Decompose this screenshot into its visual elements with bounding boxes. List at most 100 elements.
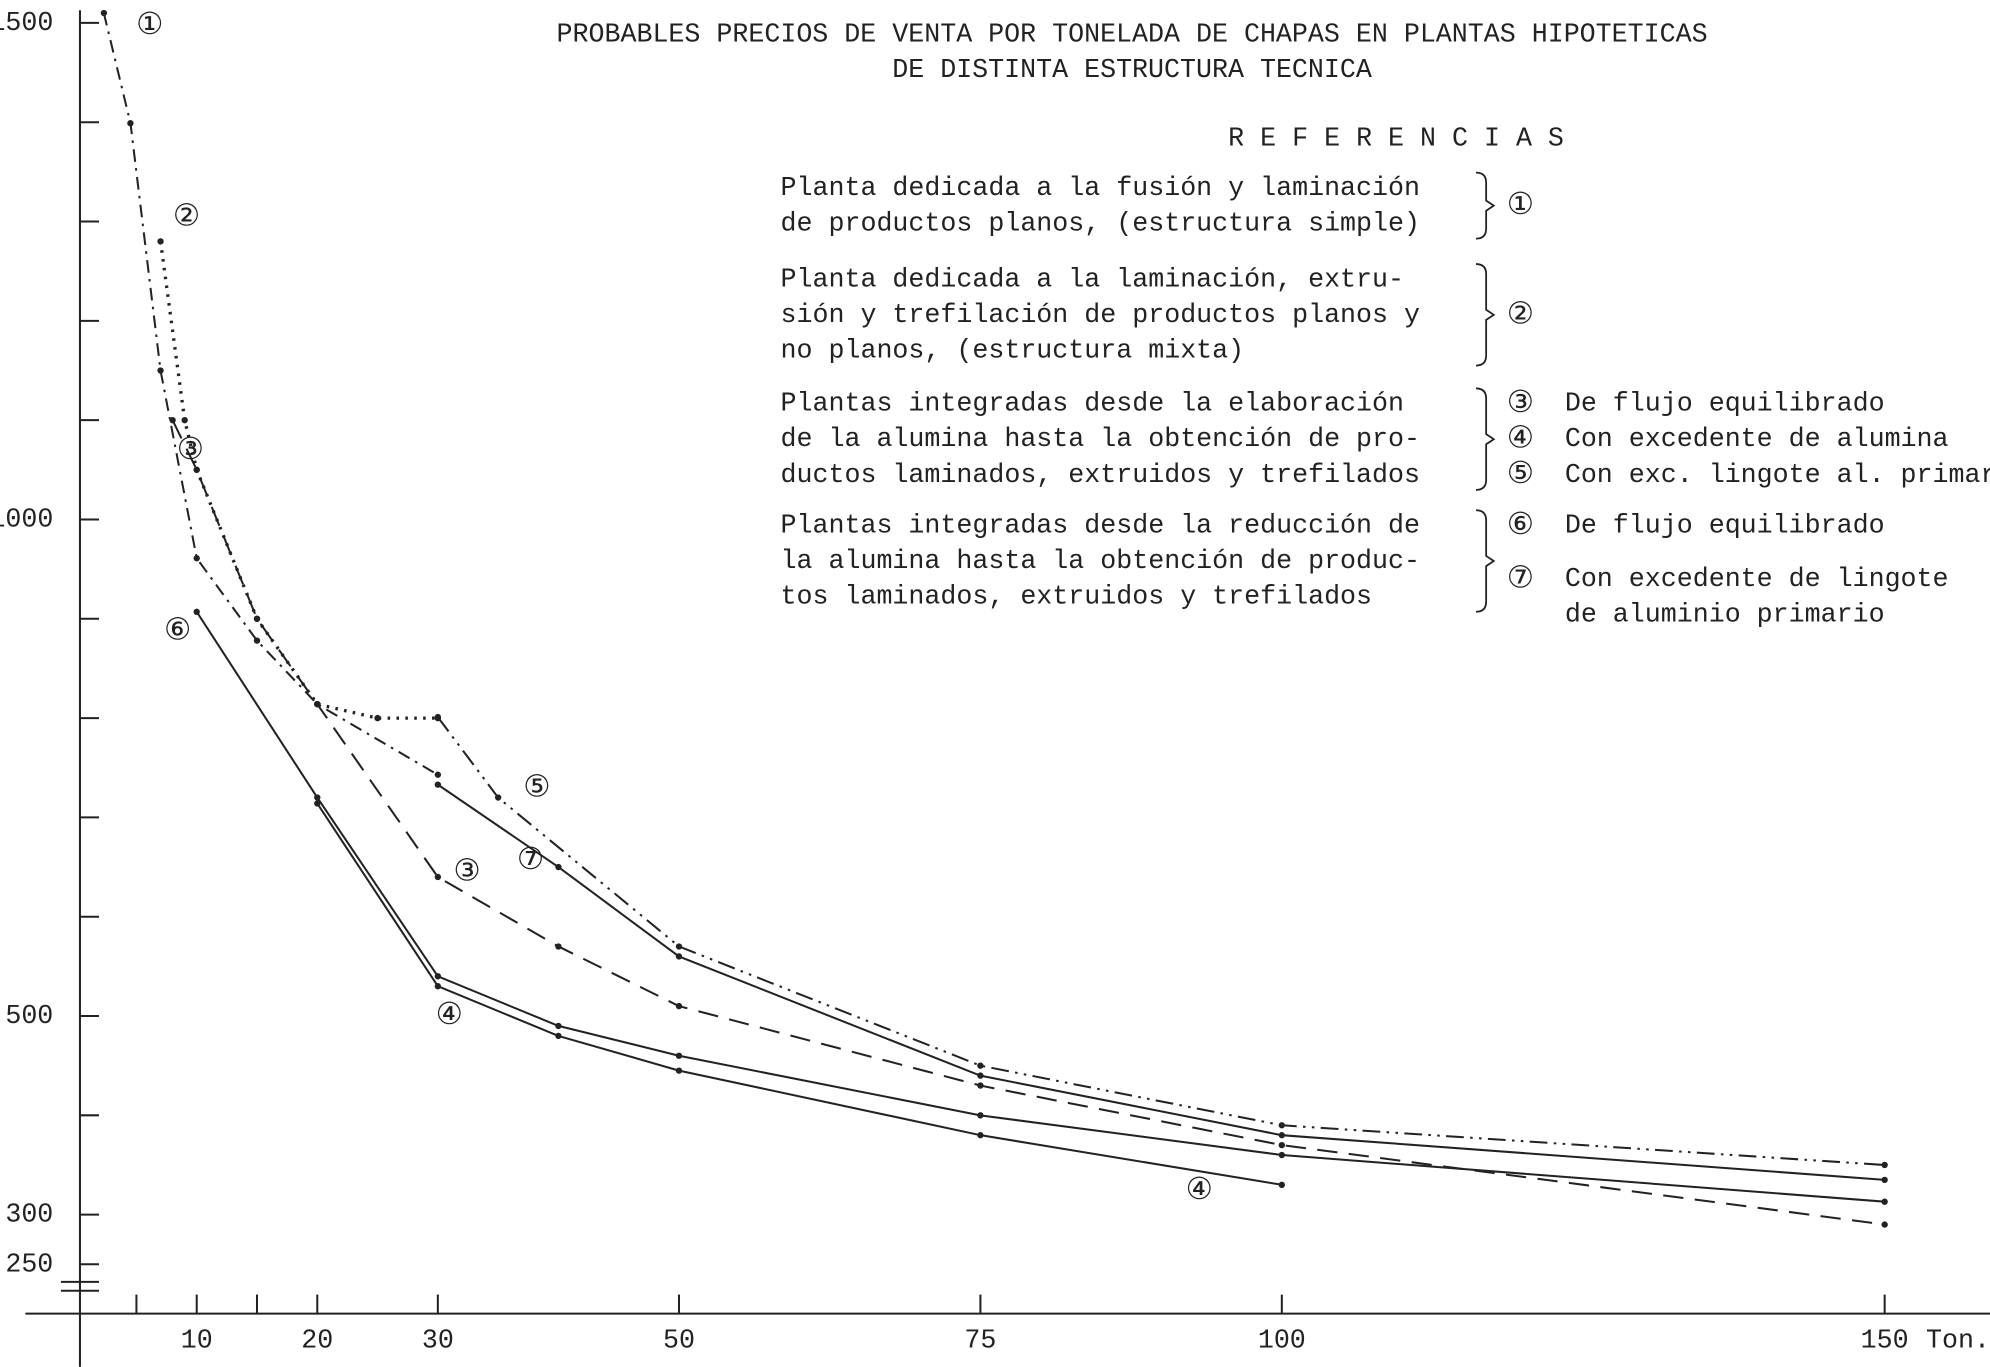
data-point [434, 873, 442, 881]
data-point [555, 1032, 562, 1040]
series-line [158, 241, 438, 720]
reference-text: no planos, (estructura mixta) [781, 336, 1245, 366]
reference-mark: ③ [1507, 385, 1534, 420]
reference-text: Plantas integradas desde la reducción de [781, 512, 1420, 542]
data-point [314, 794, 321, 801]
data-point [314, 800, 321, 807]
reference-note: Con excedente de alumina [1565, 425, 1949, 455]
data-point [181, 416, 188, 424]
reference-mark: ② [1507, 296, 1534, 331]
data-point [314, 701, 321, 708]
data-point [1278, 1132, 1285, 1139]
data-point [193, 555, 200, 562]
data-point [1881, 1176, 1888, 1184]
data-point [253, 637, 261, 644]
x-tick-label: 150 [1861, 1326, 1909, 1356]
x-tick-label: 75 [964, 1326, 996, 1356]
data-point [253, 615, 261, 622]
series-label: ② [173, 199, 200, 234]
series-label: ③ [453, 853, 480, 888]
data-point [977, 1072, 984, 1079]
data-point [157, 367, 164, 374]
reference-note: de aluminio primario [1565, 600, 1885, 630]
series-label: ③ [177, 432, 204, 467]
series-line [102, 12, 439, 776]
data-point [193, 466, 200, 473]
reference-note: De flujo equilibrado [1565, 390, 1885, 420]
data-point [157, 238, 164, 245]
data-point [1881, 1221, 1888, 1228]
series-label: ⑤ [523, 770, 550, 805]
y-tick-label: 300 [5, 1201, 53, 1231]
reference-mark: ⑥ [1507, 507, 1534, 542]
y-tick-label: 500 [5, 1002, 53, 1032]
series-label: ④ [1186, 1172, 1213, 1207]
reference-text: la alumina hasta la obtención de produc- [781, 547, 1420, 577]
chart-title: PROBABLES PRECIOS DE VENTA POR TONELADA … [557, 20, 1708, 50]
data-point [100, 9, 108, 17]
data-point [675, 1067, 683, 1074]
data-point [434, 713, 442, 721]
data-point [977, 1112, 984, 1119]
series-line [171, 419, 1885, 1226]
data-point [374, 714, 381, 722]
data-point [555, 943, 562, 950]
brace [1475, 509, 1496, 613]
data-point [977, 1082, 984, 1089]
data-point [193, 608, 200, 615]
series-label: ⑦ [517, 842, 544, 877]
reference-text: de productos planos, (estructura simple) [781, 209, 1420, 239]
chart-title: DE DISTINTA ESTRUCTURA TECNICA [892, 56, 1372, 86]
reference-mark: ⑦ [1507, 560, 1534, 595]
reference-text: ductos laminados, extruidos y trefilados [781, 461, 1420, 491]
data-point [977, 1132, 984, 1139]
reference-text: Planta dedicada a la fusión y laminación [781, 174, 1420, 204]
reference-text: Plantas integradas desde la elaboración [781, 390, 1405, 420]
data-point [169, 416, 176, 424]
data-point [1881, 1161, 1888, 1169]
reference-mark: ④ [1507, 421, 1534, 456]
reference-note: De flujo equilibrado [1565, 512, 1885, 542]
reference-mark: ① [1507, 187, 1534, 222]
series-label: ④ [436, 997, 463, 1032]
data-point [675, 943, 683, 950]
x-tick-label: 50 [663, 1326, 695, 1356]
reference-text: de la alumina hasta la obtención de pro- [781, 425, 1420, 455]
data-point [127, 120, 134, 127]
data-point [977, 1062, 984, 1069]
y-tick-label: 250 [5, 1250, 53, 1280]
data-point [555, 863, 562, 871]
references-title: R E F E R E N C I A S [1228, 124, 1564, 154]
reference-text: Planta dedicada a la laminación, extru- [781, 265, 1405, 295]
data-point [1278, 1122, 1285, 1129]
data-point [434, 781, 442, 788]
y-tick-label: 1000 [0, 506, 53, 536]
series-line [316, 802, 1282, 1186]
brace [1475, 387, 1496, 491]
reference-note: Con exc. lingote al. primario [1565, 461, 1990, 491]
x-axis-label: Ton. [1926, 1326, 1990, 1356]
series-label: ① [136, 7, 163, 42]
data-point [434, 983, 442, 990]
series-line [437, 716, 1885, 1167]
series-line [195, 611, 1885, 1203]
reference-text: tos laminados, extruidos y trefilados [781, 583, 1373, 613]
series-line [437, 783, 1885, 1181]
data-point [675, 1002, 683, 1010]
reference-note: Con excedente de lingote [1565, 565, 1949, 595]
data-point [1278, 1151, 1285, 1159]
x-tick-label: 30 [422, 1326, 454, 1356]
brace [1475, 171, 1496, 240]
y-tick-label: 1500 [0, 9, 53, 39]
data-point [1278, 1181, 1285, 1189]
series-label: ⑥ [164, 612, 191, 647]
data-point [494, 794, 502, 801]
x-tick-label: 10 [181, 1326, 213, 1356]
x-tick-label: 20 [301, 1326, 333, 1356]
data-point [555, 1022, 562, 1030]
data-point [1881, 1198, 1888, 1205]
reference-mark: ⑤ [1507, 456, 1534, 491]
reference-text: sión y trefilación de productos planos y [781, 301, 1420, 331]
x-tick-label: 100 [1258, 1326, 1306, 1356]
